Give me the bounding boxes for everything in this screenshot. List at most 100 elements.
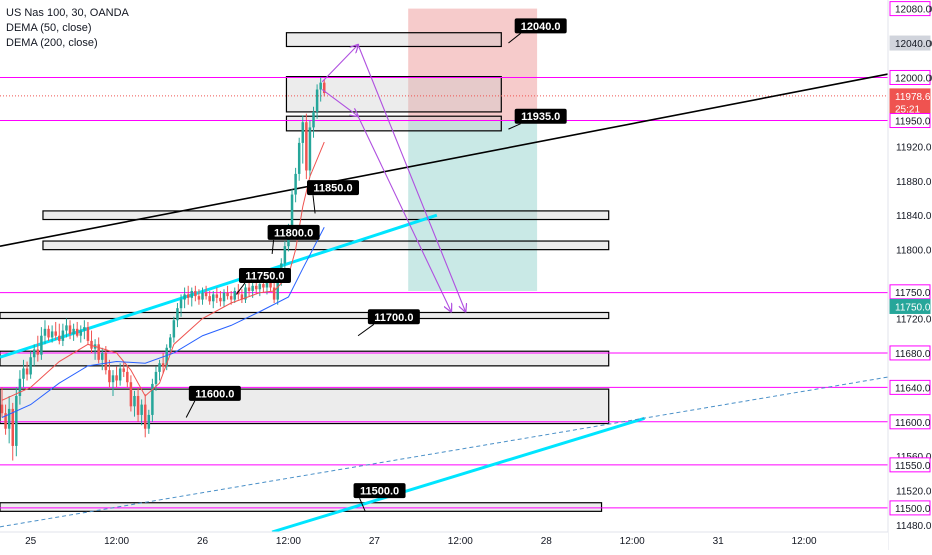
price-axis-tag xyxy=(889,414,931,430)
candle-body xyxy=(276,280,279,300)
price-zone-box xyxy=(285,32,502,48)
candle-body xyxy=(312,111,315,128)
price-axis-tag xyxy=(889,69,931,85)
dema-50-line xyxy=(1,141,325,401)
price-axis-tag-label: 11600.0 xyxy=(895,418,931,429)
time-tick-label: 12:00 xyxy=(620,536,645,547)
candle-body xyxy=(43,328,47,336)
symbol-title[interactable]: US Nas 100, 30, OANDA xyxy=(6,7,129,19)
candle-body xyxy=(197,296,201,300)
time-tick-label: 12:00 xyxy=(792,536,817,547)
candle-body xyxy=(161,363,165,367)
candle-body xyxy=(61,330,65,341)
candle-body xyxy=(158,363,161,372)
candle-body xyxy=(226,292,229,297)
candle-body xyxy=(258,284,262,290)
projection-arrow xyxy=(321,89,358,117)
candle-body xyxy=(4,413,7,429)
candle-body xyxy=(83,327,86,331)
candle-body xyxy=(101,352,104,360)
candle-body xyxy=(154,371,158,384)
candle-body xyxy=(233,290,236,300)
take-profit-zone xyxy=(408,120,538,291)
candle-body xyxy=(215,294,219,298)
candle-body xyxy=(90,340,93,349)
price-axis-tag-label: 25:21 xyxy=(895,104,920,115)
candle-body xyxy=(301,122,305,143)
candle-body xyxy=(108,370,111,383)
candle-body xyxy=(319,82,322,90)
candle-body xyxy=(179,299,183,309)
price-axis-tag xyxy=(889,298,931,314)
candle-body xyxy=(297,142,301,174)
callout-pointer xyxy=(235,282,246,295)
dema-200-label[interactable]: DEMA (200, close) xyxy=(6,37,98,49)
candle-body xyxy=(111,375,115,383)
candle-body xyxy=(68,325,72,335)
callout-pointer xyxy=(359,497,366,512)
price-axis-tag xyxy=(889,35,931,51)
candle-body xyxy=(219,297,222,302)
candle-body xyxy=(169,337,172,348)
time-tick-label: 12:00 xyxy=(104,536,129,547)
candle-body xyxy=(294,173,297,195)
callout-layer: 12040.0 11935.0 11850.0 11800.0 11750.0 11700… xyxy=(185,18,567,512)
price-tick-label: 11840.0 xyxy=(896,211,932,222)
time-tick-label: 12:00 xyxy=(276,536,301,547)
candle-body xyxy=(212,294,215,302)
candle-body xyxy=(65,325,68,331)
candle-body xyxy=(172,320,176,338)
price-tick-label: 11920.0 xyxy=(896,142,932,153)
candle-body xyxy=(47,328,50,338)
projection-arrow xyxy=(357,115,451,311)
candle-body xyxy=(240,294,244,300)
price-tick-label: 11880.0 xyxy=(896,177,932,188)
candle-body xyxy=(97,344,100,360)
candle-body xyxy=(269,282,272,288)
time-tick-label: 31 xyxy=(713,536,725,547)
dema-layer xyxy=(1,141,325,418)
price-tick-label: 11520.0 xyxy=(896,487,932,498)
price-axis[interactable]: 12080.0 12040.0 12000.0 11920.0 11880.0 11840… xyxy=(887,0,932,550)
candle-body xyxy=(147,414,151,429)
candle-body xyxy=(25,368,29,375)
price-axis-tag-label: 11500.0 xyxy=(895,504,931,515)
callout-pointer xyxy=(271,239,275,255)
candle-body xyxy=(272,287,276,300)
dema-200-line xyxy=(1,227,325,418)
time-tick-label: 28 xyxy=(541,536,553,547)
candle-body xyxy=(29,357,32,375)
projection-arrow xyxy=(321,45,358,83)
candle-body xyxy=(75,328,79,336)
dema-50-label[interactable]: DEMA (50, close) xyxy=(6,22,92,34)
time-axis-bg xyxy=(0,532,888,550)
candle-body xyxy=(265,282,269,288)
price-axis-tag-label: 11950.0 xyxy=(895,117,931,128)
candle-body xyxy=(79,330,83,336)
price-zone-box xyxy=(0,502,603,512)
time-axis[interactable]: 25 12:00 26 12:00 27 12:00 28 12:00 31 12:00 xyxy=(0,531,888,550)
candle-body xyxy=(151,383,154,415)
callout-label: 11750.0 xyxy=(245,270,284,282)
zone-layer xyxy=(0,8,610,512)
candle-body xyxy=(136,395,140,415)
candle-body xyxy=(290,194,294,228)
candle-body xyxy=(323,82,326,93)
candle-body xyxy=(251,285,254,291)
callout-box xyxy=(188,385,241,401)
candle-body xyxy=(183,294,186,300)
candle-body xyxy=(254,285,258,290)
callout-label: 12040.0 xyxy=(521,21,561,33)
callout-pointer xyxy=(508,32,521,44)
candle-body xyxy=(190,290,194,298)
chart-legend: US Nas 100, 30, OANDA DEMA (50, close) D… xyxy=(6,6,129,51)
price-axis-tag xyxy=(889,379,931,395)
callout-pointer xyxy=(357,323,375,337)
candle-body xyxy=(40,335,43,355)
callout-pointer xyxy=(312,195,316,214)
callout-box xyxy=(267,224,320,240)
price-axis-tag xyxy=(889,345,931,361)
candle-body xyxy=(237,290,240,295)
